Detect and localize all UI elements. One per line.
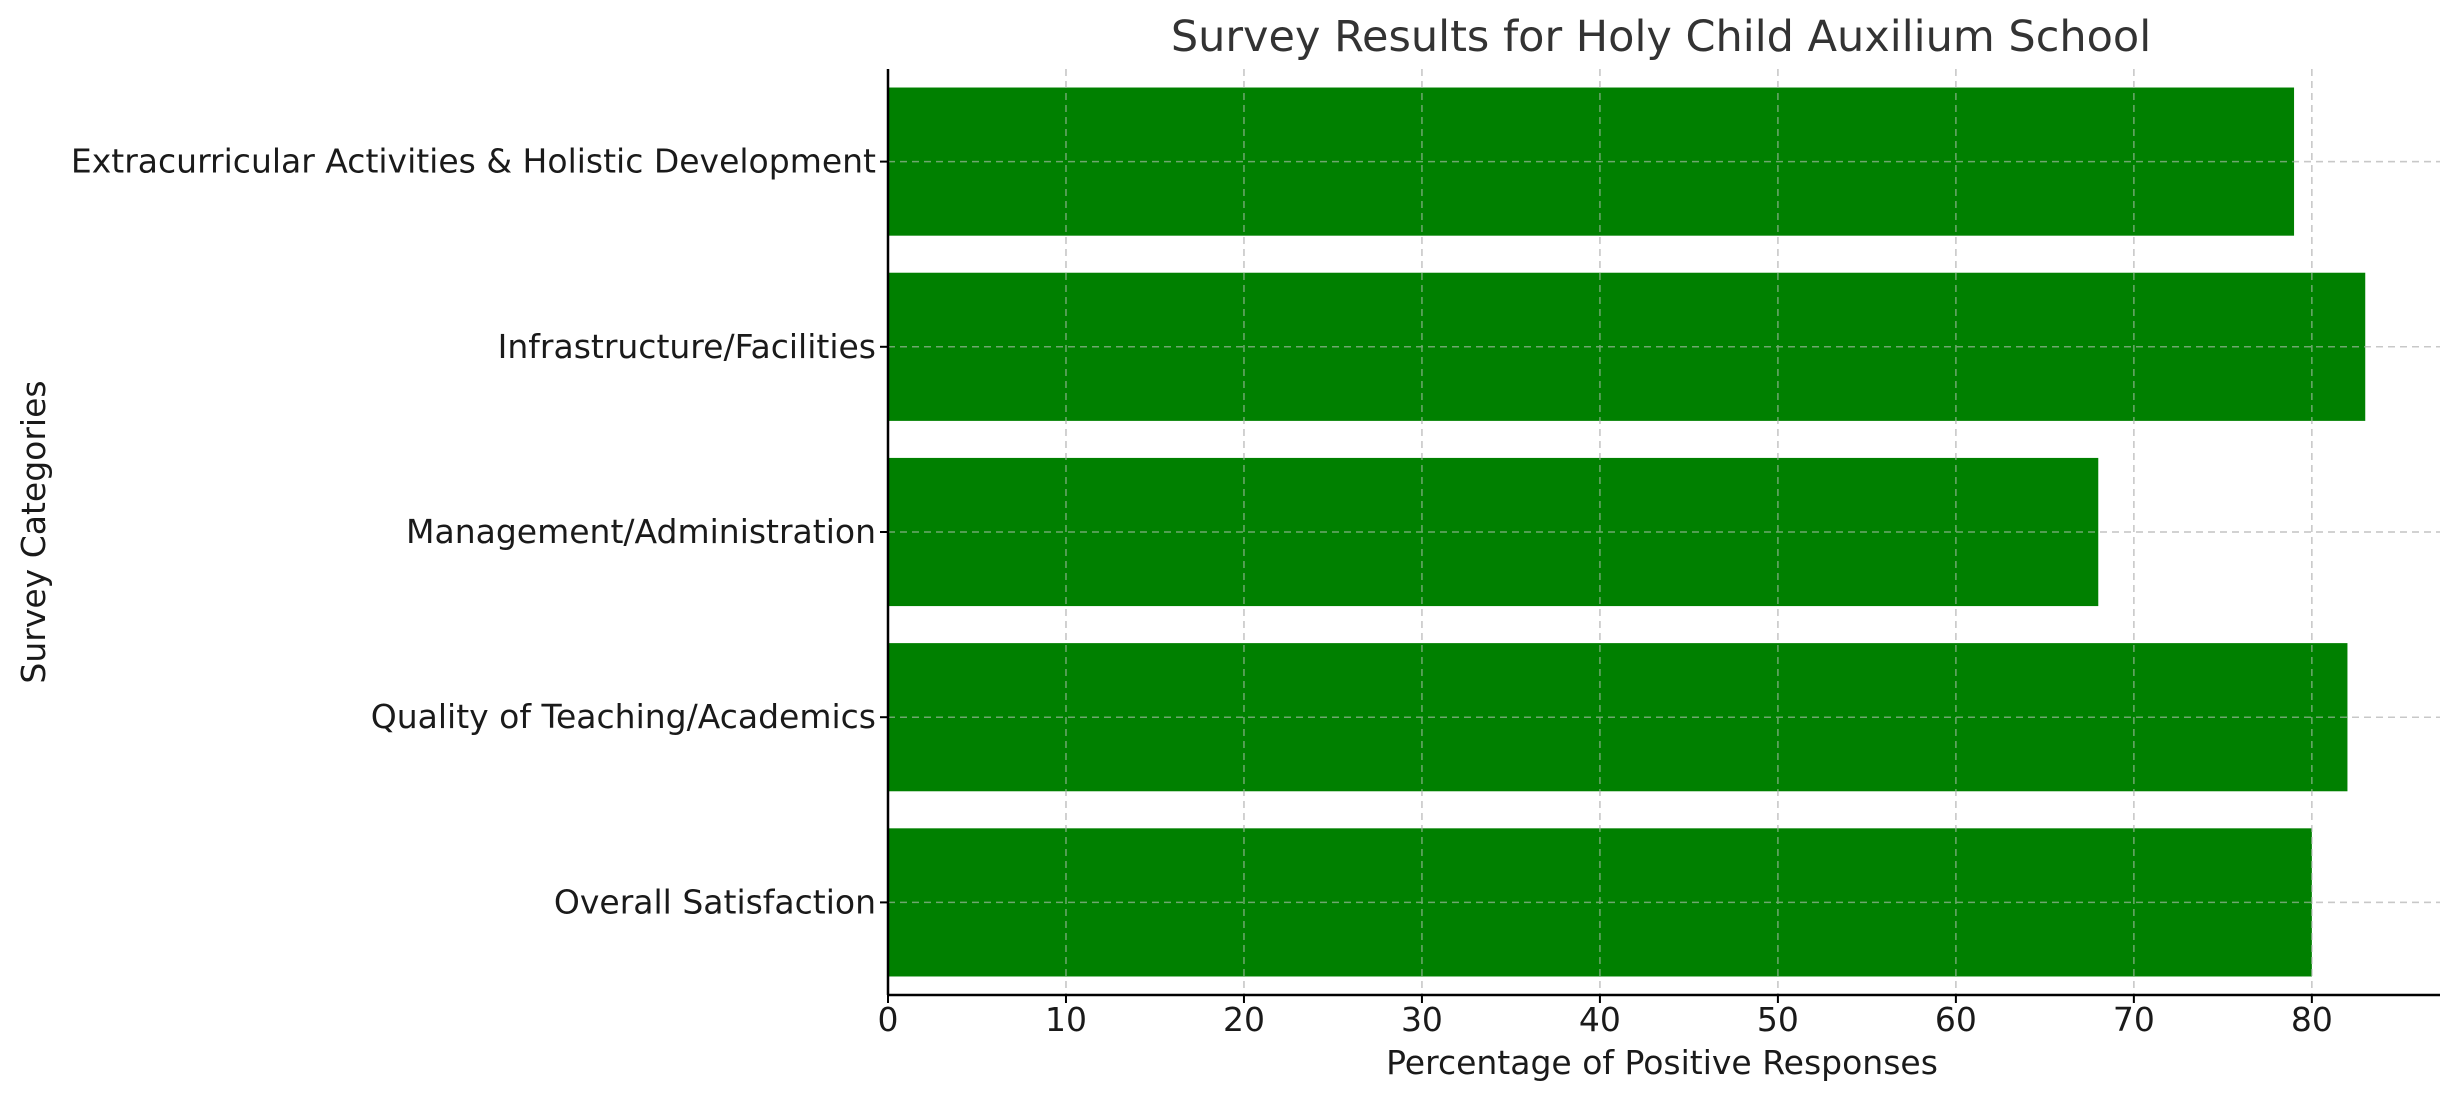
y-axis-label: Survey Categories bbox=[14, 380, 53, 683]
x-tick-label: 10 bbox=[1045, 1000, 1087, 1039]
x-tick-label: 40 bbox=[1579, 1000, 1621, 1039]
x-ticks: 0 10 20 30 40 50 60 70 80 bbox=[878, 995, 2333, 1039]
grid-lines-overlay bbox=[888, 69, 2440, 995]
y-tick-label: Extracurricular Activities & Holistic De… bbox=[71, 142, 876, 181]
x-tick-label: 70 bbox=[2113, 1000, 2155, 1039]
y-tick-label: Quality of Teaching/Academics bbox=[371, 697, 876, 736]
x-tick-label: 80 bbox=[2291, 1000, 2333, 1039]
x-tick-label: 60 bbox=[1935, 1000, 1977, 1039]
y-ticks: Overall Satisfaction Quality of Teaching/… bbox=[71, 142, 888, 921]
x-tick-label: 30 bbox=[1401, 1000, 1443, 1039]
x-tick-label: 20 bbox=[1223, 1000, 1265, 1039]
y-tick-label: Management/Administration bbox=[406, 512, 876, 551]
chart-title: Survey Results for Holy Child Auxilium S… bbox=[1171, 12, 2151, 62]
y-tick-label: Overall Satisfaction bbox=[554, 882, 876, 921]
x-tick-label: 50 bbox=[1757, 1000, 1799, 1039]
y-tick-label: Infrastructure/Facilities bbox=[498, 327, 876, 366]
x-axis-label: Percentage of Positive Responses bbox=[1386, 1043, 1938, 1082]
x-tick-label: 0 bbox=[878, 1000, 899, 1039]
